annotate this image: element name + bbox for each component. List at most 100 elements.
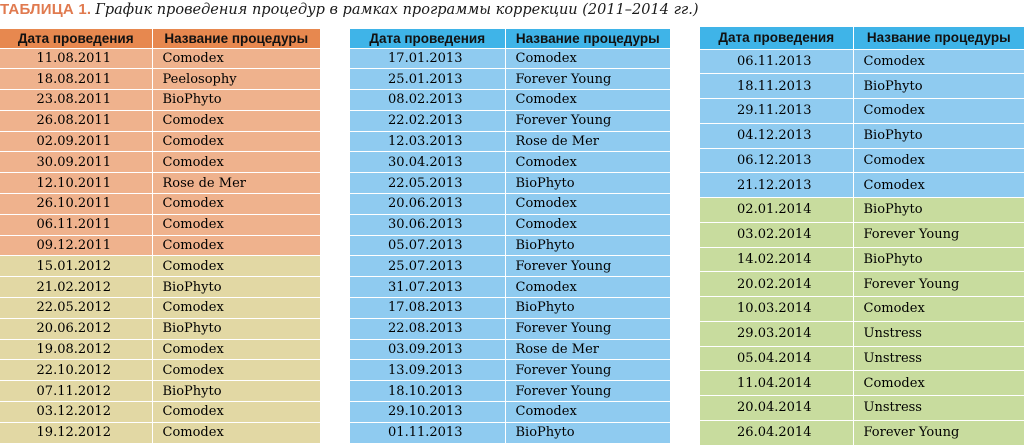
table-row: 29.10.2013 Comodex [350,401,670,423]
procedure-cell: BioPhyto [852,73,1024,99]
table-row: 02.09.2011 Comodex [0,131,320,153]
procedure-cell: Comodex [151,214,320,236]
procedure-cell: Comodex [504,401,670,423]
date-cell: 06.11.2011 [0,214,152,236]
procedure-cell: Peelosophy [151,68,320,91]
procedure-cell: Comodex [151,193,320,215]
table-row: 20.04.2014 Unstress [700,395,1024,421]
date-cell: 20.02.2014 [700,271,853,297]
table-row: 07.11.2012 BioPhyto [0,380,320,403]
date-cell: 12.10.2011 [0,172,152,195]
table-row: 11.08.2011 Comodex [0,48,320,70]
procedure-cell: Forever Young [852,222,1024,248]
table-caption: ТАБЛИЦА 1. График проведения процедур в р… [0,0,699,22]
date-cell: 03.09.2013 [350,339,505,361]
schedule-table-2013-2014: Дата проведения Название процедуры 06.11… [700,27,1024,446]
table-row: 08.02.2013 Comodex [350,89,670,111]
date-cell: 05.07.2013 [350,235,505,257]
procedure-cell: Comodex [852,98,1024,124]
table-row: 03.09.2013 Rose de Mer [350,339,670,361]
table-row: 18.10.2013 Forever Young [350,380,670,403]
procedure-cell: Comodex [852,172,1024,198]
table-row: 21.02.2012 BioPhyto [0,276,320,299]
procedure-cell: BioPhyto [504,297,670,319]
procedure-cell: Comodex [151,255,320,278]
date-cell: 11.08.2011 [0,48,152,70]
procedure-cell: BioPhyto [151,380,320,403]
table-row: 30.09.2011 Comodex [0,151,320,174]
procedure-cell: Comodex [504,151,670,174]
table-row: 06.11.2011 Comodex [0,214,320,236]
date-cell: 18.08.2011 [0,68,152,91]
date-cell: 08.02.2013 [350,89,505,111]
table-row: 23.08.2011 BioPhyto [0,89,320,111]
table-row: 06.11.2013 Comodex [700,49,1024,75]
date-cell: 19.12.2012 [0,422,152,444]
procedure-cell: Comodex [504,48,670,70]
date-cell: 05.04.2014 [700,346,853,372]
table-row: 19.08.2012 Comodex [0,339,320,361]
table-row: 10.03.2014 Comodex [700,296,1024,322]
procedure-cell: Forever Young [504,380,670,403]
procedure-cell: Comodex [151,297,320,319]
table-row: 26.08.2011 Comodex [0,110,320,132]
date-cell: 13.09.2013 [350,359,505,382]
date-cell: 12.03.2013 [350,131,505,153]
procedure-cell: Forever Young [504,318,670,340]
schedule-table-2013: Дата проведения Название процедуры 17.01… [350,29,670,444]
procedure-cell: Comodex [852,370,1024,396]
date-cell: 19.08.2012 [0,339,152,361]
date-cell: 04.12.2013 [700,123,853,149]
date-cell: 22.08.2013 [350,318,505,340]
procedure-cell: Forever Young [852,420,1024,446]
date-cell: 20.06.2012 [0,318,152,340]
procedure-cell: Comodex [151,401,320,423]
table-row: 21.12.2013 Comodex [700,172,1024,198]
date-cell: 26.08.2011 [0,110,152,132]
date-cell: 30.04.2013 [350,151,505,174]
procedure-cell: Rose de Mer [504,339,670,361]
table-row: 15.01.2012 Comodex [0,255,320,278]
date-cell: 26.04.2014 [700,420,853,446]
date-cell: 25.01.2013 [350,68,505,91]
procedure-cell: Rose de Mer [504,131,670,153]
procedure-cell: Comodex [852,148,1024,174]
table-row: 29.11.2013 Comodex [700,98,1024,124]
caption-title: График проведения процедур в рамках прог… [95,2,699,18]
date-cell: 03.12.2012 [0,401,152,423]
table-row: 22.10.2012 Comodex [0,359,320,382]
date-cell: 22.10.2012 [0,359,152,382]
table-row: 12.10.2011 Rose de Mer [0,172,320,195]
table-row: 13.09.2013 Forever Young [350,359,670,382]
table-row: 17.08.2013 BioPhyto [350,297,670,319]
table-row: 20.06.2013 Comodex [350,193,670,215]
caption-label: ТАБЛИЦА 1. [0,1,92,18]
procedure-cell: Comodex [151,110,320,132]
procedure-cell: BioPhyto [852,197,1024,223]
header-row: Дата проведения Название процедуры [700,27,1024,50]
table-row: 26.04.2014 Forever Young [700,420,1024,446]
procedure-cell: Forever Young [504,359,670,382]
procedure-cell: Comodex [151,422,320,444]
procedure-cell: BioPhyto [852,247,1024,273]
date-cell: 18.11.2013 [700,73,853,99]
header-date: Дата проведения [350,29,505,49]
header-procedure: Название процедуры [504,29,670,49]
table-row: 03.12.2012 Comodex [0,401,320,423]
date-cell: 30.06.2013 [350,214,505,236]
date-cell: 22.05.2012 [0,297,152,319]
procedure-cell: Comodex [151,131,320,153]
date-cell: 23.08.2011 [0,89,152,111]
procedure-cell: Comodex [504,89,670,111]
header-row: Дата проведения Название процедуры [0,29,320,49]
date-cell: 14.02.2014 [700,247,853,273]
table-row: 06.12.2013 Comodex [700,148,1024,174]
header-date: Дата проведения [0,29,152,49]
procedure-cell: Forever Young [852,271,1024,297]
schedule-table-2011-2012: Дата проведения Название процедуры 11.08… [0,29,320,444]
table-row: 05.07.2013 BioPhyto [350,235,670,257]
procedure-cell: BioPhyto [151,276,320,299]
date-cell: 31.07.2013 [350,276,505,299]
date-cell: 09.12.2011 [0,235,152,257]
procedure-cell: Comodex [151,48,320,70]
